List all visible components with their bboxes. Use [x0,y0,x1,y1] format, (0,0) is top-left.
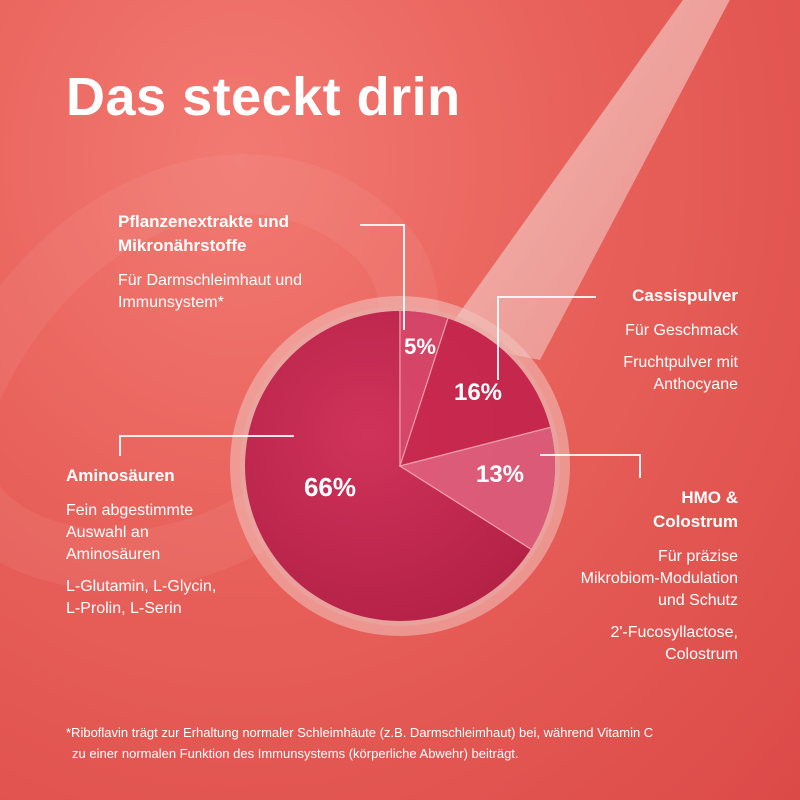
callout-plants-heading: Pflanzenextrakte und Mikronährstoffe [118,210,358,258]
callout-hmo-extra-line1: 2'-Fucosyllactose, [610,624,738,641]
callout-amino-heading: Aminosäuren [66,466,175,485]
callout-hmo-extra-line2: Colostrum [665,646,738,663]
callout-hmo: HMO & Colostrum Für präzise Mikrobiom-Mo… [498,486,738,666]
callout-plants: Pflanzenextrakte und Mikronährstoffe Für… [118,210,358,314]
callout-line-plants [360,224,405,330]
callout-amino-extra-line1: L-Glutamin, L-Glycin, [66,578,217,595]
callout-hmo-desc-line1: Für präzise [657,548,738,565]
footnote-line1: *Riboflavin trägt zur Erhaltung normaler… [66,725,654,740]
callout-hmo-desc-line2: Mikrobiom-Modulation [580,570,738,587]
pie-label-plants: 5% [404,334,436,359]
footnote-line2: zu einer normalen Funktion des Immunsyst… [72,746,519,761]
callout-plants-heading-line2: Mikronährstoffe [118,236,247,255]
callout-hmo-heading-line2: Colostrum [653,512,738,531]
callout-hmo-heading-line1: HMO & [681,488,738,507]
callout-cassis-extra-line2: Anthocyane [653,376,738,393]
callout-plants-desc-line1: Für Darmschleimhaut und [118,272,303,289]
page-title: Das steckt drin [66,67,461,127]
pie-label-cassis: 16% [454,379,502,406]
callout-line-amino [119,435,294,456]
callout-hmo-desc-line3: und Schutz [657,592,738,609]
callout-cassis-extra-line1: Fruchtpulver mit [623,354,738,371]
callout-plants-heading-line1: Pflanzenextrakte und [118,212,289,231]
callout-amino-extra-line2: L-Prolin, L-Serin [66,600,182,617]
callout-line-hmo [540,454,641,478]
callout-hmo-heading: HMO & Colostrum [498,486,738,534]
callout-cassis: Cassispulver Für Geschmack Fruchtpulver … [518,284,738,396]
scoop-handle [440,0,730,360]
callout-amino-desc-line1: Fein abgestimmte [66,502,194,519]
callout-line-cassis [497,296,596,380]
callout-plants-desc-line2: Immunsystem* [118,294,224,311]
callout-amino-desc-line3: Aminosäuren [66,546,161,563]
footnote: *Riboflavin trägt zur Erhaltung normaler… [66,722,746,764]
callout-amino-desc-line2: Auswahl an [66,524,149,541]
pie-label-amino: 66% [304,472,356,502]
pie-slice-plants [399,311,457,467]
pie-slice-hmo [398,420,555,564]
pie-chart [245,311,555,621]
callout-amino: Aminosäuren Fein abgestimmte Auswahl an … [66,464,266,620]
callout-cassis-heading: Cassispulver [632,286,738,305]
pie-label-hmo: 13% [476,461,524,488]
callout-cassis-desc: Für Geschmack [625,322,738,339]
